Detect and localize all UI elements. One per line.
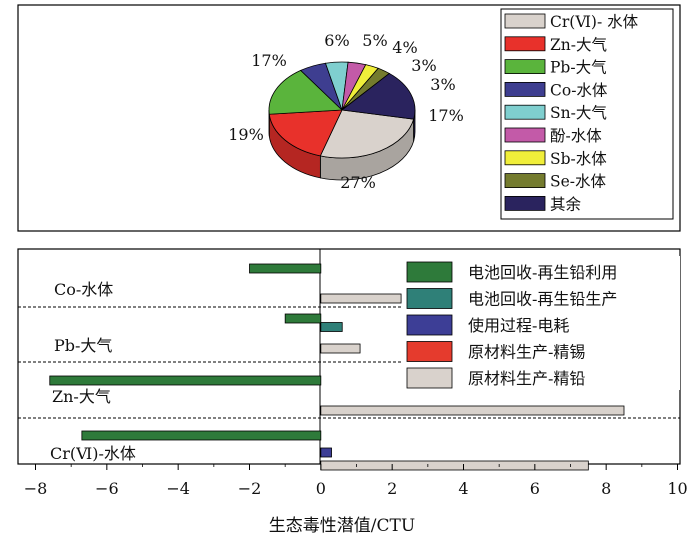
bar-3-4 [320,460,589,471]
x-tick-label-4: 0 [316,479,326,498]
x-tick-label-0: −8 [24,479,48,498]
bar-legend-swatch-1 [406,288,453,309]
pie-panel-frame [17,4,681,232]
pie-chart [268,61,416,181]
pie-legend-label-1: Zn-大气 [550,36,607,54]
bar-1-0 [284,313,322,324]
pie-legend-swatch-2 [504,59,546,74]
bar-legend-label-3: 原材料生产-精锡 [468,343,585,362]
pie-value-label-7: 3% [430,75,455,94]
bar-0-4 [320,293,402,304]
category-label-1: Pb-大气 [54,336,112,355]
pie-legend-swatch-8 [504,195,546,211]
pie-slice-1 [268,109,343,157]
pie-legend-swatch-6 [504,150,546,166]
bars [49,263,625,471]
pie-legend-swatch-3 [504,82,546,97]
bar-legend-label-2: 使用过程-电耗 [468,316,569,335]
pie-legend-label-5: 酚-水体 [550,127,602,145]
pie-value-label-5: 4% [392,38,417,57]
bar-0-0 [249,263,322,274]
bar-legend-swatch-2 [406,314,453,336]
bar-legend-label-1: 电池回收-再生铅生产 [468,290,617,309]
bar-1-4 [320,343,361,354]
pie-value-label-1: 19% [228,125,264,144]
bar-2-0 [49,375,322,386]
pie-value-label-6: 3% [411,56,436,75]
pie-legend-swatch-1 [504,36,546,52]
pie-legend-label-4: Sn-大气 [550,104,607,122]
pie-legend-swatch-5 [504,127,546,143]
bar-3-2 [320,447,332,458]
pie-legend-swatch-0 [504,13,546,29]
bar-legend-label-0: 电池回收-再生铅利用 [468,263,617,282]
pie-slice-2 [268,69,343,115]
pie-value-label-8: 17% [428,106,464,125]
pie-legend-swatch-4 [504,104,546,120]
x-tick-label-3: −2 [238,479,262,498]
x-tick-label-8: 8 [601,479,611,498]
pie-legend: Cr(Ⅵ)- 水体 Zn-大气 Pb-大气 Co-水体 Sn-大气酚-水体 Sb-水体 Se… [504,13,639,213]
category-label-0: Co-水体 [54,280,113,299]
x-axis-title: 生态毒性潜值/CTU [269,516,415,536]
x-tick-label-9: 10 [667,479,687,498]
bar-legend: 电池回收-再生铅利用电池回收-再生铅生产使用过程-电耗原材料生产-精锡原材料生产… [406,261,617,389]
pie-legend-label-0: Cr(Ⅵ)- 水体 [550,13,639,31]
category-labels: Co-水体 Pb-大气 Zn-大气 Cr(Ⅵ)-水体 [50,280,136,463]
pie-legend-label-3: Co-水体 [550,81,608,99]
pie-legend-label-6: Sb-水体 [550,150,607,168]
pie-value-label-4: 5% [362,31,387,50]
x-tick-label-6: 4 [458,479,468,498]
bar-legend-swatch-4 [406,367,453,389]
category-label-3: Cr(Ⅵ)-水体 [50,444,136,463]
pie-value-label-2: 17% [251,51,287,70]
bar-2-4 [320,405,625,416]
pie-value-labels: 27%19%17%6% 5% 4%3%3%17% [228,31,464,192]
pie-slice-0 [319,109,415,159]
pie-legend-label-2: Pb-大气 [550,59,607,77]
x-tick-label-2: −4 [166,479,190,498]
bar-legend-swatch-0 [406,261,453,283]
pie-legend-swatch-7 [504,173,546,189]
bar-legend-label-4: 原材料生产-精铅 [468,369,585,388]
bar-legend-swatch-3 [406,341,453,362]
pie-legend-label-7: Se-水体 [550,173,607,191]
bar-3-0 [81,430,322,441]
x-tick-label-5: 2 [387,479,397,498]
category-label-2: Zn-大气 [52,387,111,406]
x-tick-label-1: −6 [95,479,119,498]
pie-legend-label-8: 其余 [550,194,582,213]
pie-slice-8 [340,72,416,120]
pie-value-label-3: 6% [324,31,349,50]
x-tick-label-7: 6 [530,479,540,498]
bar-1-1 [320,322,343,332]
x-axis-ticks: −8 −6 −4 −2 0 2 4 6 8 10 [24,464,688,498]
pie-value-label-0: 27% [340,173,376,192]
